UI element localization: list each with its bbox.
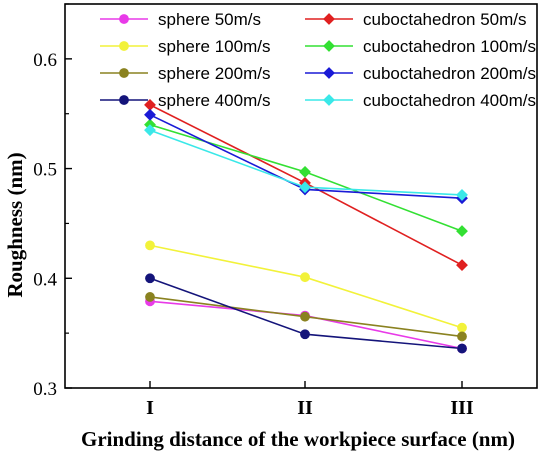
x-axis-title: Grinding distance of the workpiece surfa… — [81, 427, 515, 451]
legend-marker-2 — [119, 68, 129, 78]
data-point-3-0 — [145, 273, 155, 284]
data-point-1-0 — [145, 240, 155, 251]
legend-label-1: sphere 100m/s — [158, 37, 270, 56]
legend-entry-2: sphere 200m/s — [100, 64, 270, 83]
legend: sphere 50m/s sphere 100m/s sphere 200m/s sp… — [100, 10, 536, 110]
data-point-7-0 — [144, 124, 156, 137]
data-point-4-2 — [456, 259, 468, 272]
legend-entry-0: sphere 50m/s — [100, 10, 261, 29]
x-tick-label-1: II — [297, 397, 313, 419]
legend-label-0: sphere 50m/s — [158, 10, 261, 29]
y-tick-label-1: 0.4 — [33, 269, 57, 290]
legend-marker-7 — [323, 94, 335, 106]
legend-entry-4: cuboctahedron 50m/s — [305, 10, 527, 29]
legend-label-5: cuboctahedron 100m/s — [363, 37, 536, 56]
data-point-6-0 — [144, 108, 156, 121]
axes-layer: 0.30.40.50.6I II III — [33, 3, 538, 419]
legend-label-3: sphere 400m/s — [158, 91, 270, 110]
legend-label-2: sphere 200m/s — [158, 64, 270, 83]
data-point-5-2 — [456, 225, 468, 238]
x-tick-label-2: III — [450, 397, 474, 419]
legend-entry-3: sphere 400m/s — [100, 91, 270, 110]
legend-marker-0 — [119, 14, 129, 24]
legend-marker-4 — [323, 13, 335, 25]
data-point-5-1 — [299, 165, 311, 178]
data-point-1-1 — [300, 272, 310, 283]
legend-label-6: cuboctahedron 200m/s — [363, 64, 536, 83]
data-point-3-2 — [457, 343, 467, 354]
data-point-1-2 — [457, 322, 467, 333]
data-point-3-1 — [300, 329, 310, 340]
y-tick-label-3: 0.6 — [33, 50, 57, 71]
legend-label-7: cuboctahedron 400m/s — [363, 91, 536, 110]
plot-frame — [64, 3, 538, 389]
legend-marker-6 — [323, 67, 335, 79]
data-point-2-2 — [457, 331, 467, 342]
legend-marker-5 — [323, 40, 335, 52]
y-tick-label-0: 0.3 — [33, 379, 57, 400]
y-tick-label-2: 0.5 — [33, 160, 57, 181]
legend-marker-1 — [119, 41, 129, 51]
legend-entry-1: sphere 100m/s — [100, 37, 270, 56]
legend-entry-6: cuboctahedron 200m/s — [305, 64, 536, 83]
y-axis-title: Roughness (nm) — [3, 152, 27, 297]
data-point-2-1 — [300, 311, 310, 322]
x-tick-label-0: I — [146, 397, 154, 419]
legend-marker-3 — [119, 95, 129, 105]
data-point-7-2 — [456, 188, 468, 201]
series-layer — [144, 99, 468, 354]
legend-entry-7: cuboctahedron 400m/s — [305, 91, 536, 110]
legend-entry-5: cuboctahedron 100m/s — [305, 37, 536, 56]
data-point-2-0 — [145, 292, 155, 302]
data-point-7-1 — [299, 181, 311, 194]
legend-label-4: cuboctahedron 50m/s — [363, 10, 527, 29]
